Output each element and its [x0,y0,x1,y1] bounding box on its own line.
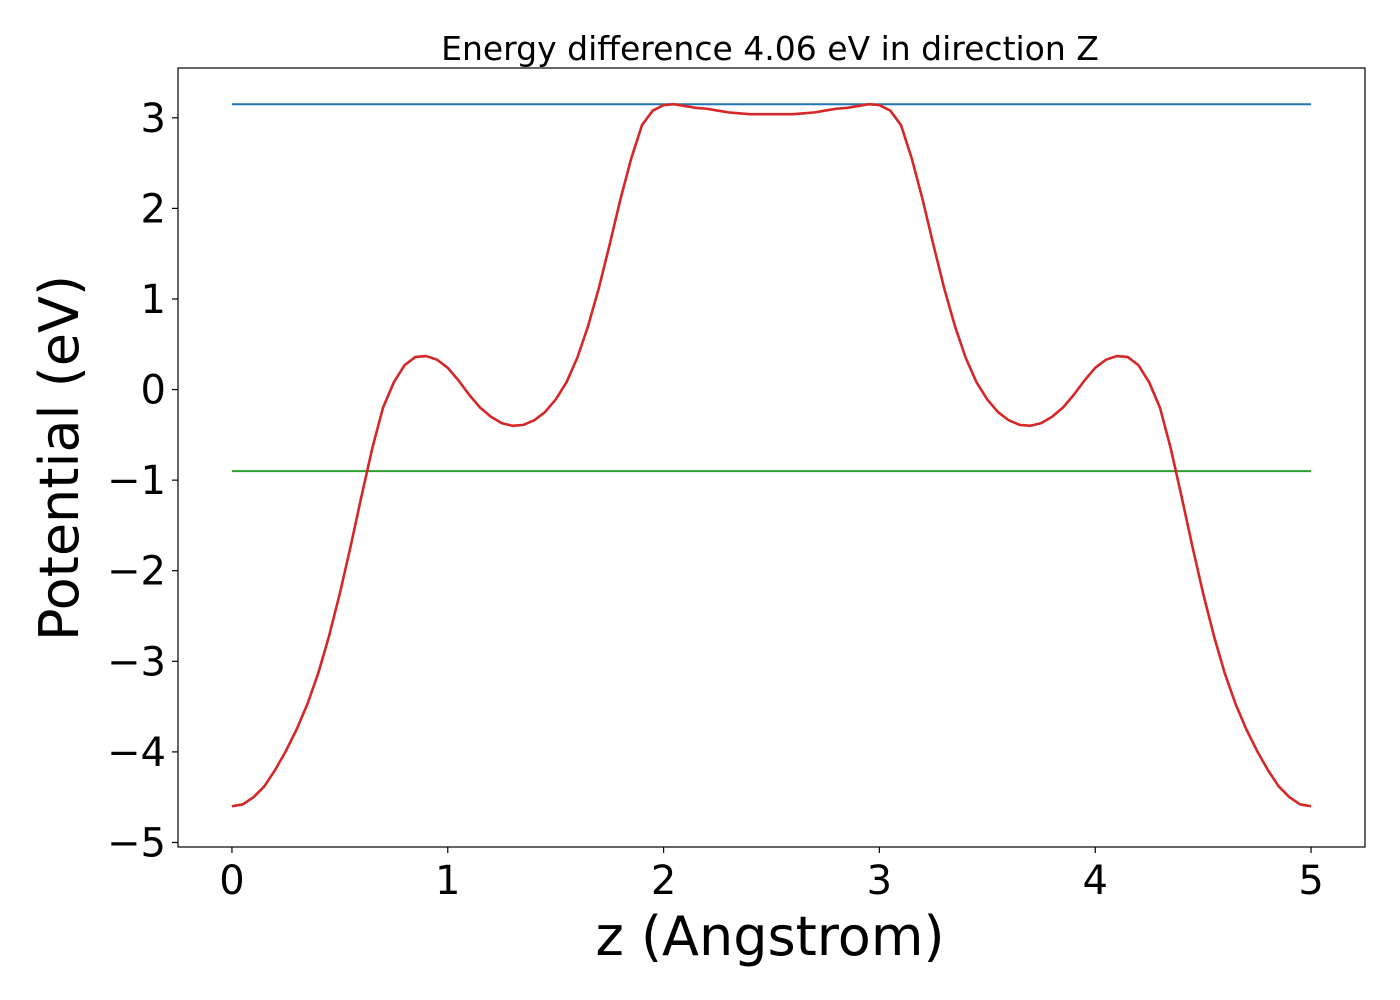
y-tick-label: −5 [107,820,166,866]
y-tick-label: 0 [141,368,166,414]
x-tick-label: 1 [435,858,460,904]
x-tick-label: 0 [219,858,244,904]
x-axis-label: z (Angstrom) [595,905,944,968]
x-axis: 0 1 2 3 4 5 [219,847,1324,904]
y-axis: −5 −4 −3 −2 −1 0 1 2 3 [107,96,178,866]
y-tick-label: 1 [141,277,166,323]
y-tick-label: −1 [107,458,166,504]
x-tick-label: 4 [1083,858,1108,904]
plot-area [231,102,1312,808]
y-tick-label: −3 [107,639,166,685]
y-tick-label: −4 [107,730,166,776]
y-axis-label: Potential (eV) [28,275,91,641]
y-tick-label: −2 [107,549,166,595]
chart-title: Energy difference 4.06 eV in direction Z [441,29,1099,68]
y-tick-label: 3 [141,96,166,142]
x-tick-label: 3 [867,858,892,904]
plot-frame [177,67,1366,848]
x-tick-label: 5 [1298,858,1323,904]
x-tick-label: 2 [651,858,676,904]
y-tick-label: 2 [141,186,166,232]
potential-curve [231,102,1312,808]
